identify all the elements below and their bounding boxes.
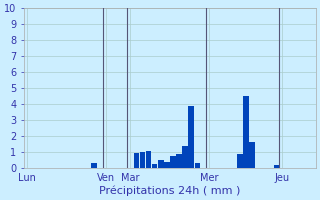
- Bar: [91, 163, 97, 168]
- Bar: [182, 146, 188, 168]
- Bar: [274, 165, 279, 168]
- Bar: [188, 106, 194, 168]
- Bar: [164, 162, 170, 168]
- Bar: [158, 160, 164, 168]
- Bar: [237, 154, 243, 168]
- X-axis label: Précipitations 24h ( mm ): Précipitations 24h ( mm ): [99, 185, 241, 196]
- Bar: [243, 96, 249, 168]
- Bar: [170, 156, 176, 168]
- Bar: [146, 151, 151, 168]
- Bar: [152, 164, 157, 168]
- Bar: [249, 142, 255, 168]
- Bar: [176, 154, 182, 168]
- Bar: [140, 152, 145, 168]
- Bar: [134, 153, 139, 168]
- Bar: [195, 163, 200, 168]
